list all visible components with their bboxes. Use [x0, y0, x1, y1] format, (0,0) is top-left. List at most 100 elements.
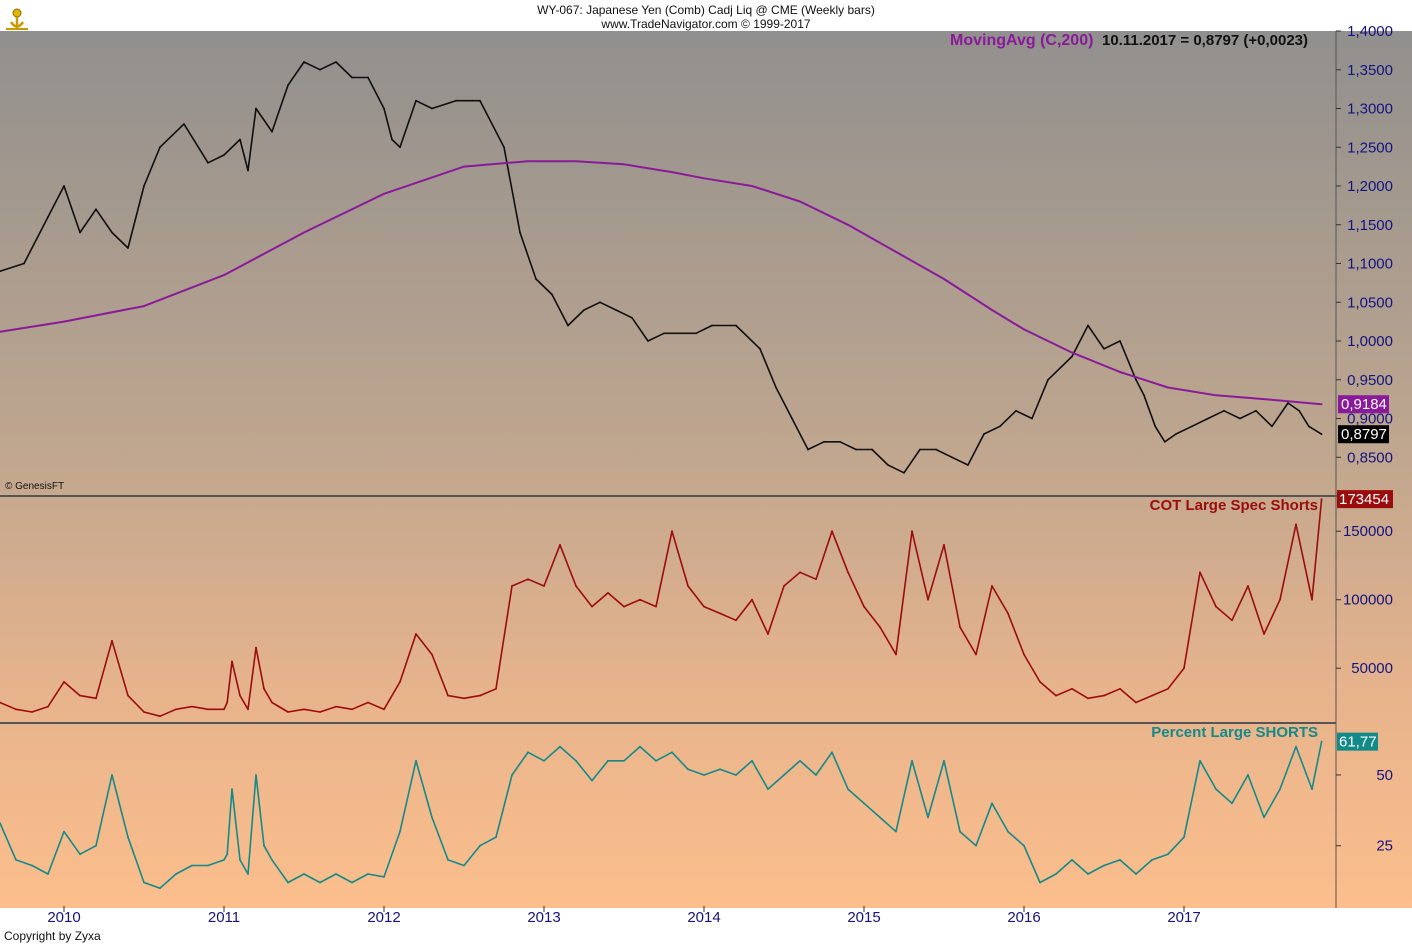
price-data-point [479, 99, 481, 102]
price-data-point [431, 107, 433, 110]
percent-data-point [143, 881, 145, 884]
cot-data-point [383, 708, 385, 711]
cot-data-point [1151, 694, 1153, 697]
cot-data-point [287, 711, 289, 713]
cot-data-point [895, 653, 897, 656]
price-data-point [79, 231, 81, 234]
price-data-point [47, 216, 49, 218]
y-tick-label: 0,9000 [1347, 411, 1393, 428]
percent-data-point [575, 759, 577, 762]
price-data-point [399, 146, 401, 149]
cot-data-point [1279, 598, 1281, 601]
price-data-point [1135, 378, 1137, 381]
percent-data-point [1071, 859, 1073, 861]
percent-data-point [1119, 859, 1121, 861]
price-data-point [23, 262, 25, 265]
value-tag-label: 0,8797 [1341, 426, 1387, 443]
price-data-point [1087, 324, 1089, 327]
price-data-point [1239, 417, 1241, 420]
price-data-point [1023, 328, 1025, 331]
percent-data-point [271, 859, 273, 861]
price-data-point [1287, 402, 1289, 404]
percent-data-point [623, 759, 625, 762]
cot-data-point [239, 694, 241, 697]
cot-data-point [415, 633, 417, 635]
percent-data-point [543, 759, 545, 762]
value-tag-box [1337, 732, 1378, 751]
percent-data-point [159, 887, 161, 890]
percent-data-point [1055, 873, 1057, 875]
price-data-point [895, 251, 897, 253]
percent-data-point [1311, 788, 1313, 790]
y-tick-label: 0,8500 [1347, 449, 1393, 466]
price-data-point [455, 99, 457, 102]
cot-series-line-0 [0, 499, 1323, 718]
percent-data-point [495, 836, 497, 839]
percent-data-point [255, 774, 257, 776]
percent-data-point [735, 774, 737, 776]
price-data-point [871, 448, 873, 451]
cot-data-point [143, 711, 145, 713]
percent-data-point [207, 864, 209, 867]
price-data-point [943, 278, 945, 280]
price-data-point [143, 305, 145, 307]
percent-data-point [1167, 853, 1169, 856]
percent-data-point [783, 774, 785, 776]
price-data-point [159, 146, 161, 149]
cot-data-point [1199, 571, 1201, 574]
cot-data-point [1311, 598, 1313, 601]
percent-data-point [1135, 873, 1137, 875]
cot-data-point [527, 578, 529, 581]
y-tick-label: 1,0500 [1347, 294, 1393, 311]
price-data-point [711, 324, 713, 327]
chart-title: WY-067: Japanese Yen (Comb) Cadj Liq @ C… [537, 3, 875, 17]
cot-data-point [863, 605, 865, 608]
percent-data-point [799, 759, 801, 762]
price-data-point [1071, 355, 1073, 358]
price-data-point [839, 440, 841, 443]
cot-data-point [463, 697, 465, 700]
cot-data-point [0, 701, 1, 704]
x-tick-label: 2011 [208, 909, 240, 926]
price-data-point [703, 177, 705, 180]
x-tick-label: 2016 [1007, 909, 1040, 926]
price-data-point [1307, 425, 1310, 428]
percent-data-point [463, 864, 465, 867]
percent-data-point [226, 853, 229, 856]
price-data-point [1263, 398, 1265, 400]
price-data-point [415, 99, 417, 102]
percent-data-point [335, 873, 337, 875]
cot-data-point [607, 592, 609, 594]
cot-data-point [815, 578, 817, 581]
price-data-point [0, 330, 1, 333]
price-data-point [1071, 351, 1073, 354]
percent-data-point [1199, 759, 1201, 762]
cot-data-point [543, 585, 545, 587]
cot-data-point [1071, 687, 1073, 690]
percent-data-point [703, 774, 705, 776]
price-data-point [1175, 433, 1177, 435]
percent-data-point [1023, 844, 1025, 847]
price-data-point [1119, 371, 1121, 373]
price-data-point [383, 107, 385, 110]
cot-data-point [847, 571, 849, 574]
price-data-point [1031, 417, 1033, 420]
y-tick-label: 1,2500 [1347, 139, 1393, 156]
percent-data-point [559, 745, 561, 748]
cot-data-point [1215, 605, 1217, 608]
cot-data-point [511, 585, 513, 587]
price-data-point [223, 154, 225, 156]
price-data-point [751, 185, 753, 187]
percent-data-point [303, 873, 305, 875]
price-data-point [791, 417, 793, 420]
cot-data-point [591, 605, 593, 608]
price-data-point [807, 448, 809, 451]
percent-data-point [911, 759, 913, 762]
price-data-point [1215, 394, 1217, 397]
value-tag-label: 173454 [1339, 491, 1389, 508]
y-tick-label: 1,1500 [1347, 217, 1393, 234]
percent-data-point [191, 864, 193, 867]
cot-data-point [767, 633, 769, 635]
price-data-point [535, 278, 537, 280]
cot-data-point [31, 711, 33, 713]
